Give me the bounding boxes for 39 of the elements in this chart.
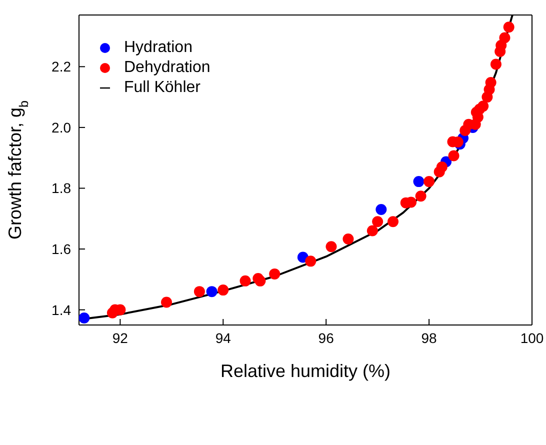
point [388,216,399,228]
point [372,216,384,228]
x-tick-label: 100 [520,330,544,346]
point [194,286,205,298]
point [269,268,280,280]
legend-label: Full Köhler [124,79,200,96]
point [218,284,229,296]
point [254,275,266,286]
point [499,32,510,44]
x-tick-label: 92 [112,330,128,346]
legend-label: Hydration [124,39,192,56]
point [326,241,337,252]
x-axis-title: Relative humidity (%) [220,361,391,381]
point [240,275,251,286]
point [478,100,489,112]
legend-label: Dehydration [124,59,210,76]
y-tick-label: 1.6 [52,240,72,257]
point [448,150,460,162]
point [415,190,426,202]
x-tick-label: 94 [215,330,232,346]
x-tick-label: 98 [421,330,438,346]
point [161,296,172,308]
point [342,233,354,244]
point [490,58,502,70]
point [424,176,435,188]
point [503,22,514,33]
point [366,225,378,236]
point [206,286,218,298]
point [436,161,448,172]
y-tick-label: 2.0 [52,119,72,136]
y-tick-label: 2.2 [52,58,72,75]
point [305,256,316,267]
y-tick-label: 1.4 [52,302,72,318]
x-tick-label: 96 [318,330,334,346]
point [376,204,387,216]
point [485,76,496,88]
point [413,176,424,188]
point [79,312,90,324]
y-tick-label: 1.8 [52,180,72,196]
